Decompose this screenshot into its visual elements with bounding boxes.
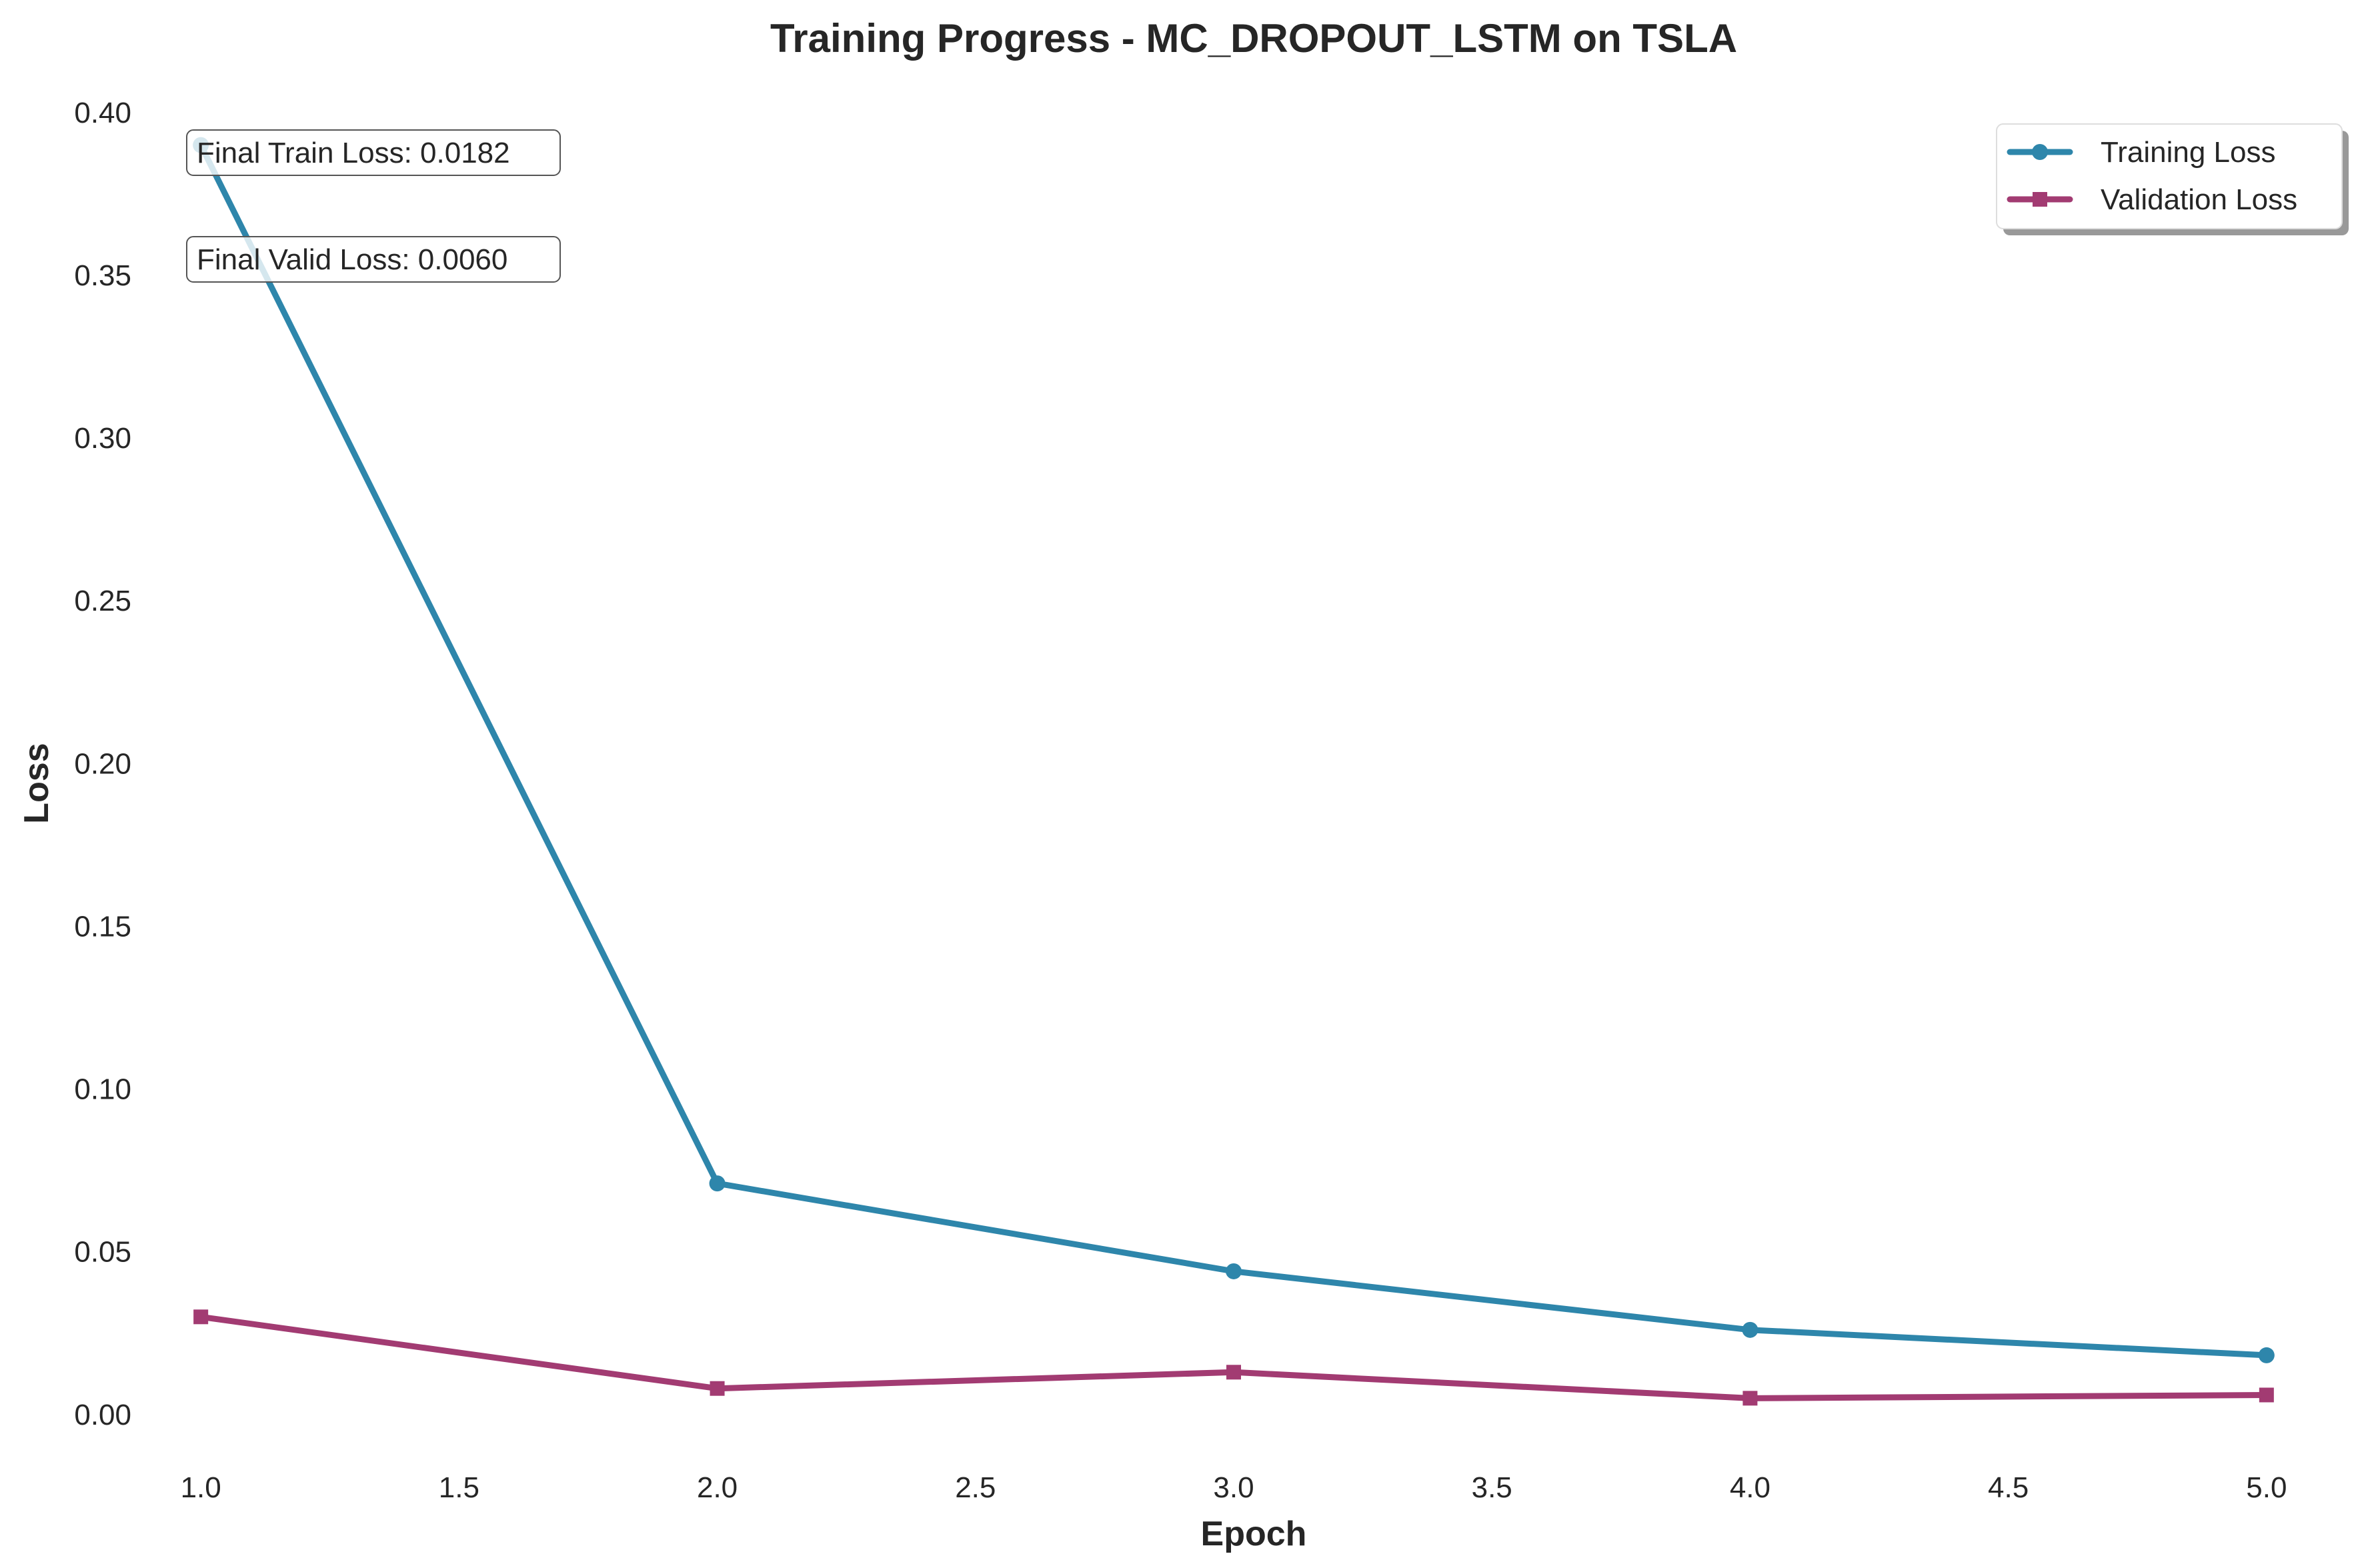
- validation-point: [1742, 1391, 1758, 1406]
- chart-title: Training Progress - MC_DROPOUT_LSTM on T…: [770, 16, 1737, 61]
- x-tick-label: 2.0: [697, 1471, 738, 1504]
- annotation-train: Final Train Loss: 0.0182: [186, 129, 561, 176]
- y-tick-label: 0.40: [74, 97, 131, 129]
- annotation-valid-text: Final Valid Loss: 0.0060: [197, 243, 507, 276]
- validation-point: [2259, 1387, 2274, 1403]
- x-tick-label: 1.5: [439, 1471, 479, 1504]
- x-tick-label: 4.5: [1988, 1471, 2029, 1504]
- legend-label: Training Loss: [2101, 136, 2276, 169]
- y-tick-label: 0.20: [74, 747, 131, 780]
- x-tick-label: 1.0: [181, 1471, 221, 1504]
- x-tick-label: 3.0: [1213, 1471, 1254, 1504]
- annotation-valid-box: [186, 236, 561, 283]
- y-tick-label: 0.05: [74, 1236, 131, 1269]
- validation-point: [710, 1381, 725, 1396]
- training-point: [1226, 1263, 1242, 1279]
- legend-label: Validation Loss: [2101, 183, 2297, 216]
- annotation-train-box: [186, 129, 561, 176]
- y-tick-label: 0.15: [74, 910, 131, 943]
- y-tick-label: 0.00: [74, 1399, 131, 1431]
- training-point: [2258, 1347, 2275, 1363]
- legend-marker-square: [2033, 192, 2047, 207]
- x-axis-ticks: 1.0 1.5 2.0 2.5 3.0 3.5 4.0 4.5 5.0: [181, 1471, 2287, 1504]
- series-layer: [193, 137, 2275, 1406]
- series-line-training: [197, 142, 2270, 1359]
- series-line-validation: [197, 1313, 2270, 1401]
- x-tick-label: 3.5: [1472, 1471, 1512, 1504]
- y-tick-label: 0.35: [74, 259, 131, 292]
- y-axis-label: Loss: [17, 743, 56, 823]
- y-tick-label: 0.10: [74, 1073, 131, 1106]
- annotation-train-text: Final Train Loss: 0.0182: [197, 137, 510, 169]
- x-tick-label: 4.0: [1730, 1471, 1770, 1504]
- training-point: [709, 1175, 726, 1192]
- x-tick-label: 2.5: [955, 1471, 996, 1504]
- y-tick-label: 0.25: [74, 585, 131, 617]
- x-axis-label: Epoch: [1201, 1515, 1307, 1553]
- training-point: [1742, 1321, 1758, 1338]
- legend-marker-circle: [2032, 144, 2048, 160]
- y-tick-label: 0.30: [74, 422, 131, 455]
- legend-box: [1996, 123, 2343, 229]
- validation-point: [193, 1309, 209, 1325]
- y-axis-ticks: 0.00 0.05 0.10 0.15 0.20 0.25 0.30 0.35 0.40: [74, 97, 131, 1431]
- annotation-valid: Final Valid Loss: 0.0060: [186, 236, 561, 283]
- legend: Training Loss Validation Loss: [1996, 123, 2349, 235]
- x-tick-label: 5.0: [2246, 1471, 2287, 1504]
- validation-point: [1226, 1365, 1241, 1380]
